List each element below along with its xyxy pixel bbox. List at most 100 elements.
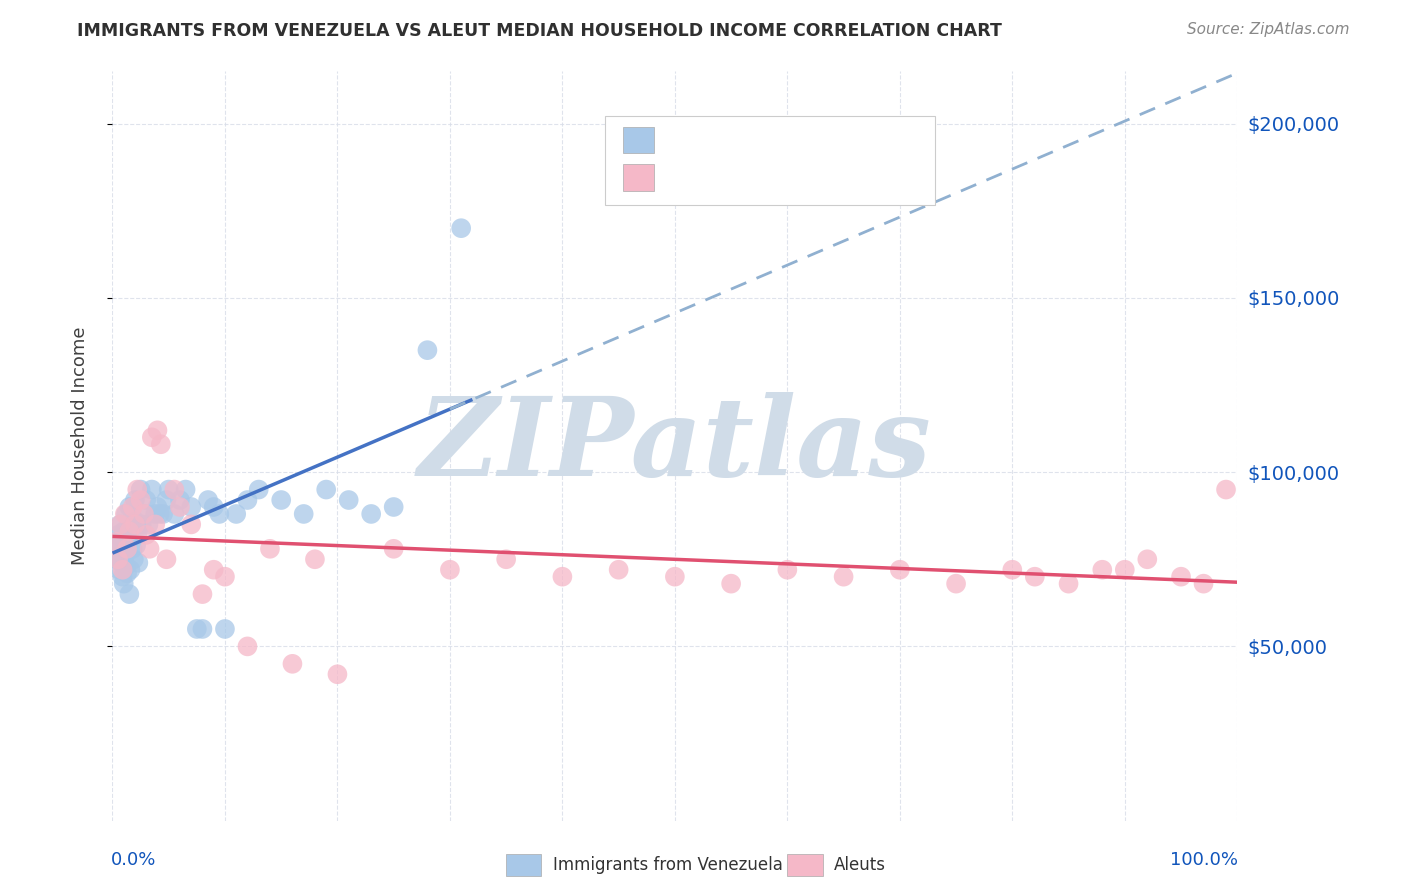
Point [889, 563, 911, 577]
Point [111, 538, 134, 552]
Point [157, 483, 180, 497]
Point [110, 556, 132, 570]
Point [281, 657, 304, 671]
Point [138, 541, 160, 556]
Point [155, 493, 177, 508]
Point [138, 517, 160, 532]
Point [1024, 570, 1046, 584]
Point [720, 576, 742, 591]
Point [135, 528, 157, 542]
Point [114, 507, 136, 521]
Point [382, 541, 405, 556]
Point [129, 483, 152, 497]
Point [191, 622, 214, 636]
Point [174, 483, 197, 497]
Point [117, 534, 139, 549]
Point [551, 570, 574, 584]
Point [143, 507, 166, 521]
Point [202, 563, 225, 577]
Point [115, 566, 138, 581]
Point [110, 517, 132, 532]
Point [945, 576, 967, 591]
Text: 61: 61 [828, 131, 853, 149]
Point [141, 483, 163, 497]
Text: 50: 50 [828, 169, 853, 186]
Point [326, 667, 349, 681]
Point [247, 483, 270, 497]
Point [107, 552, 129, 566]
Point [121, 521, 143, 535]
Point [225, 507, 247, 521]
Point [111, 570, 134, 584]
Point [214, 570, 236, 584]
Text: 0.050: 0.050 [707, 131, 770, 149]
Point [149, 507, 172, 521]
Point [110, 517, 132, 532]
Text: ZIPatlas: ZIPatlas [418, 392, 932, 500]
Text: Source: ZipAtlas.com: Source: ZipAtlas.com [1187, 22, 1350, 37]
Point [104, 534, 127, 549]
Point [127, 556, 149, 570]
Point [132, 507, 155, 521]
Point [111, 563, 134, 577]
Point [118, 500, 141, 514]
Point [146, 423, 169, 437]
Point [118, 524, 141, 539]
Point [450, 221, 472, 235]
Point [127, 528, 149, 542]
Point [191, 587, 214, 601]
Point [186, 622, 208, 636]
Point [270, 493, 292, 508]
Point [382, 500, 405, 514]
Point [337, 493, 360, 508]
Point [143, 517, 166, 532]
Point [169, 493, 191, 508]
Text: 0.0%: 0.0% [111, 851, 156, 869]
Point [292, 507, 315, 521]
Point [110, 545, 132, 559]
Point [135, 493, 157, 508]
Point [1215, 483, 1237, 497]
Point [416, 343, 439, 358]
Point [124, 514, 146, 528]
Point [163, 483, 186, 497]
Point [112, 576, 135, 591]
Point [1192, 576, 1215, 591]
Point [1057, 576, 1080, 591]
Point [115, 507, 138, 521]
Point [108, 563, 131, 577]
Point [129, 493, 152, 508]
Point [360, 507, 382, 521]
Point [214, 622, 236, 636]
Point [127, 483, 149, 497]
Point [155, 552, 177, 566]
Point [132, 507, 155, 521]
Point [1001, 563, 1024, 577]
Point [208, 507, 231, 521]
Text: IMMIGRANTS FROM VENEZUELA VS ALEUT MEDIAN HOUSEHOLD INCOME CORRELATION CHART: IMMIGRANTS FROM VENEZUELA VS ALEUT MEDIA… [77, 22, 1002, 40]
Point [664, 570, 686, 584]
Point [180, 500, 202, 514]
Text: 100.0%: 100.0% [1170, 851, 1239, 869]
Y-axis label: Median Household Income: Median Household Income [70, 326, 89, 566]
Point [439, 563, 461, 577]
Point [1091, 563, 1114, 577]
Point [105, 541, 128, 556]
Point [115, 541, 138, 556]
Point [495, 552, 517, 566]
Text: R =: R = [665, 169, 704, 186]
Point [120, 563, 142, 577]
Point [107, 528, 129, 542]
Point [315, 483, 337, 497]
Point [197, 493, 219, 508]
Point [1114, 563, 1136, 577]
Text: Aleuts: Aleuts [834, 856, 886, 874]
Point [124, 517, 146, 532]
Point [1136, 552, 1159, 566]
Point [149, 437, 172, 451]
Point [118, 587, 141, 601]
Point [131, 517, 153, 532]
Point [832, 570, 855, 584]
Point [141, 430, 163, 444]
Point [115, 559, 138, 574]
